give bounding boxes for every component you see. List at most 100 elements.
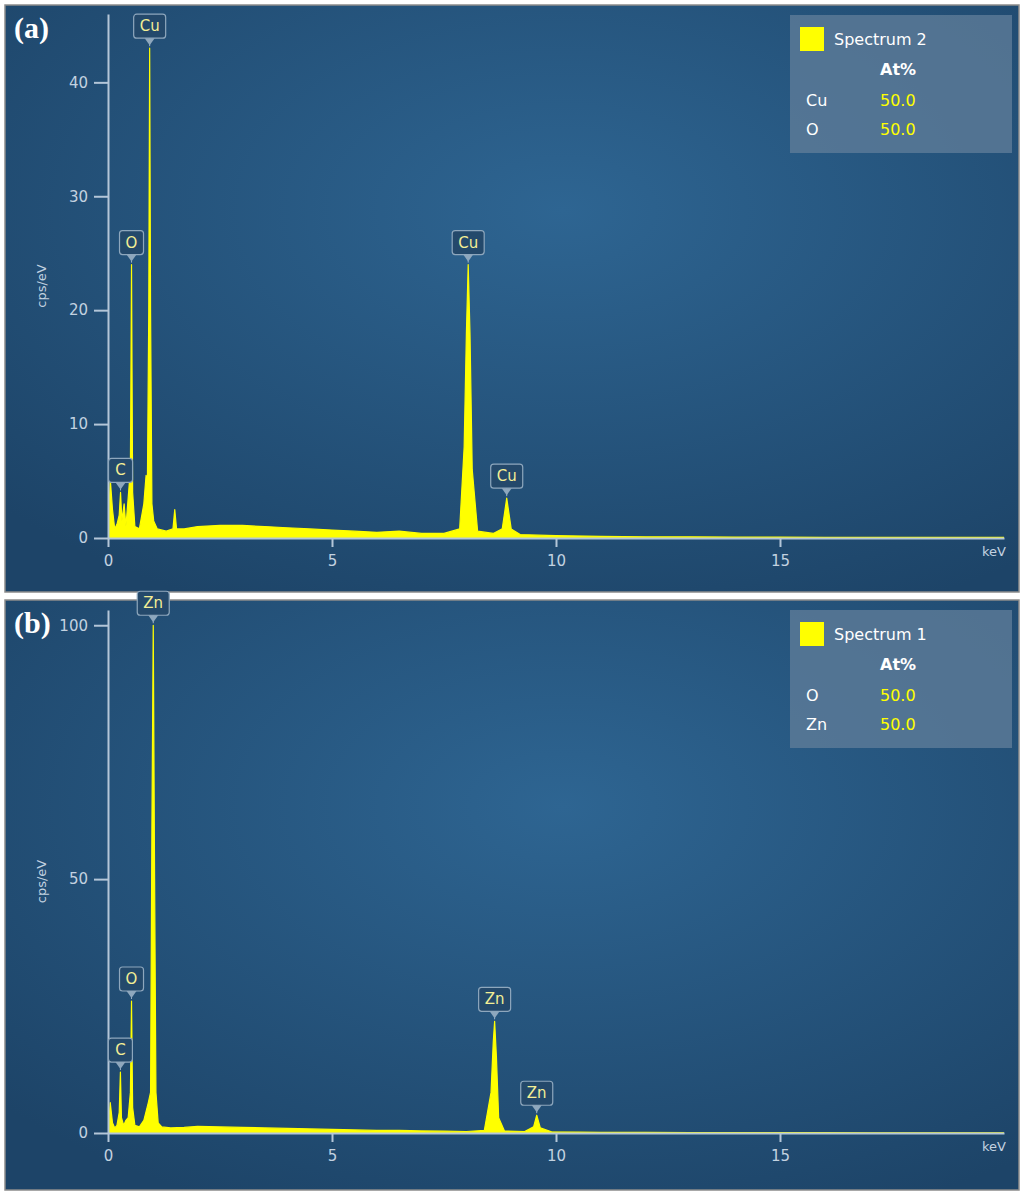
- tick: 15: [771, 538, 790, 570]
- peak-pointer: [116, 482, 126, 489]
- tick-mark: [780, 538, 782, 547]
- peak-pointer: [148, 615, 158, 622]
- tick-mark: [94, 82, 108, 84]
- composition-header: At%: [880, 655, 916, 674]
- composition-value: 50.0: [880, 715, 916, 734]
- peak-pointer: [532, 1105, 542, 1112]
- tick-label: 0: [104, 552, 114, 570]
- tick-label: 5: [328, 1147, 338, 1165]
- tick-label: 5: [328, 552, 338, 570]
- tick-mark: [556, 538, 558, 547]
- tick: 10: [547, 1133, 566, 1165]
- tick: 0: [78, 529, 108, 547]
- legend-box: [790, 610, 1012, 748]
- legend-entry: Spectrum 2: [834, 30, 927, 49]
- peak-label-text: Cu: [458, 234, 478, 252]
- composition-element: O: [806, 120, 819, 139]
- tick-mark: [94, 424, 108, 426]
- panel-background: [5, 600, 1019, 1190]
- tick: 100: [59, 617, 108, 635]
- y-axis: 0 10 20 30 40: [69, 15, 109, 548]
- peak-label-box: [452, 231, 484, 255]
- tick-label: 40: [69, 74, 88, 92]
- tick-mark: [94, 625, 108, 627]
- x-axis: 0 5 10 15: [104, 538, 1005, 570]
- tick: 30: [69, 188, 108, 206]
- tick: 10: [69, 415, 108, 433]
- composition-element: O: [806, 686, 819, 705]
- peak-label-box: [120, 967, 144, 991]
- tick-mark: [94, 196, 108, 198]
- peak-pointer: [145, 38, 155, 45]
- tick-mark: [332, 538, 334, 547]
- tick-mark: [332, 1133, 334, 1142]
- tick: 40: [69, 74, 108, 92]
- tick: 0: [104, 1133, 114, 1165]
- peak-label-text: O: [126, 970, 138, 988]
- legend-swatch: [800, 622, 824, 646]
- tick: 0: [104, 538, 114, 570]
- tick: 50: [69, 870, 108, 888]
- legend-swatch: [800, 27, 824, 51]
- tick-label: 10: [69, 415, 88, 433]
- tick-mark: [556, 1133, 558, 1142]
- peak-label-box: [109, 458, 133, 482]
- x-axis: 0 5 10 15: [104, 1133, 1005, 1165]
- tick-label: 15: [771, 552, 790, 570]
- peak-pointer: [127, 991, 137, 998]
- peak-label: O: [120, 967, 144, 999]
- peak-label: Cu: [491, 464, 523, 496]
- peak-label: C: [109, 458, 133, 490]
- composition-element: Cu: [806, 91, 827, 110]
- tick-label: 50: [69, 870, 88, 888]
- figure: 051015010203040cps/eVkeVCOCuCuCu(a)Spect…: [0, 0, 1024, 1195]
- tick: 5: [328, 1133, 338, 1165]
- peak-pointer: [502, 488, 512, 495]
- tick: 15: [771, 1133, 790, 1165]
- panel-background: [5, 5, 1019, 592]
- peak-label-box: [491, 464, 523, 488]
- peak-label: O: [120, 231, 144, 263]
- peak-label-box: [134, 14, 166, 38]
- tick-mark: [94, 310, 108, 312]
- panel: 051015010203040cps/eVkeVCOCuCuCu(a)Spect…: [5, 5, 1019, 592]
- tick-label: 0: [104, 1147, 114, 1165]
- tick-label: 20: [69, 301, 88, 319]
- composition-value: 50.0: [880, 686, 916, 705]
- peak-label-box: [108, 1038, 132, 1062]
- composition-value: 50.0: [880, 91, 916, 110]
- peak-label-text: Zn: [485, 990, 505, 1008]
- composition-value: 50.0: [880, 120, 916, 139]
- y-axis: 0 50 100: [59, 611, 108, 1143]
- peak-label: Cu: [134, 14, 166, 46]
- peak-label-box: [521, 1081, 553, 1105]
- peak-label-text: O: [126, 234, 138, 252]
- tick-label: 100: [59, 617, 88, 635]
- tick: 20: [69, 301, 108, 319]
- tick-mark: [94, 1133, 108, 1135]
- legend: Spectrum 2 At% Cu 50.0 O 50.0: [790, 15, 1012, 153]
- panel-label: (b): [14, 606, 51, 640]
- tick-mark: [94, 538, 108, 540]
- peak-pointer: [127, 255, 137, 262]
- peak-label: Cu: [452, 231, 484, 263]
- peak-label-text: Cu: [497, 467, 517, 485]
- peak-label: C: [108, 1038, 132, 1070]
- tick-label: 0: [78, 529, 88, 547]
- peak-label-text: Zn: [143, 594, 163, 612]
- tick-label: 30: [69, 188, 88, 206]
- tick: 0: [78, 1124, 108, 1142]
- legend: Spectrum 1At%O50.0Zn50.0: [790, 610, 1012, 748]
- y-axis-title: cps/eV: [34, 264, 49, 308]
- composition-element: Zn: [806, 715, 827, 734]
- peak-label-text: Cu: [140, 17, 160, 35]
- tick: 10: [547, 538, 566, 570]
- peak-label: Zn: [137, 591, 169, 623]
- composition-header: At%: [880, 60, 916, 79]
- peak-pointer: [490, 1011, 500, 1018]
- legend-box: [790, 15, 1012, 153]
- tick: 5: [328, 538, 338, 570]
- panel-label: (a): [14, 11, 49, 45]
- peak-label-text: C: [115, 461, 125, 479]
- peak-label-text: C: [115, 1041, 125, 1059]
